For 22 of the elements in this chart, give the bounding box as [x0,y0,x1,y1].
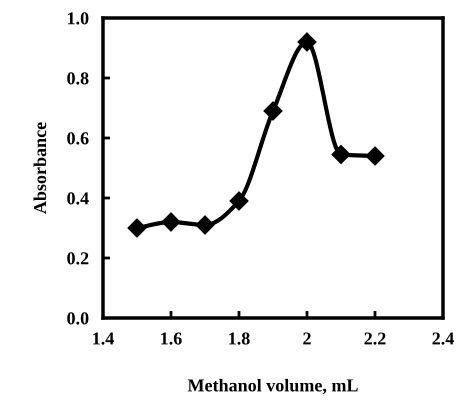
x-tick-label: 1.6 [161,332,182,345]
x-tick-label: 2.2 [364,332,386,345]
point [263,101,283,121]
y-tick-label: 0.8 [67,72,89,85]
point [195,215,215,235]
y-tick-label: 0.0 [67,312,88,325]
y-tick-label: 1.0 [68,12,88,25]
point [297,32,317,52]
point [365,146,385,166]
point [161,212,181,232]
x-axis-title: Methanol volume, mL [188,378,358,394]
y-axis-title: Absorbance [34,122,46,214]
y-tick-label: 0.4 [67,192,89,205]
y-tick-label: 0.2 [67,252,88,265]
x-tick-label: 1.4 [93,332,114,345]
x-tick-label: 2 [303,332,311,344]
x-tick-label: 1.8 [229,332,250,345]
y-tick-label: 0.6 [67,132,89,145]
point [229,191,249,211]
point [331,144,351,164]
point [127,218,147,238]
x-tick-label: 2.4 [432,332,454,345]
